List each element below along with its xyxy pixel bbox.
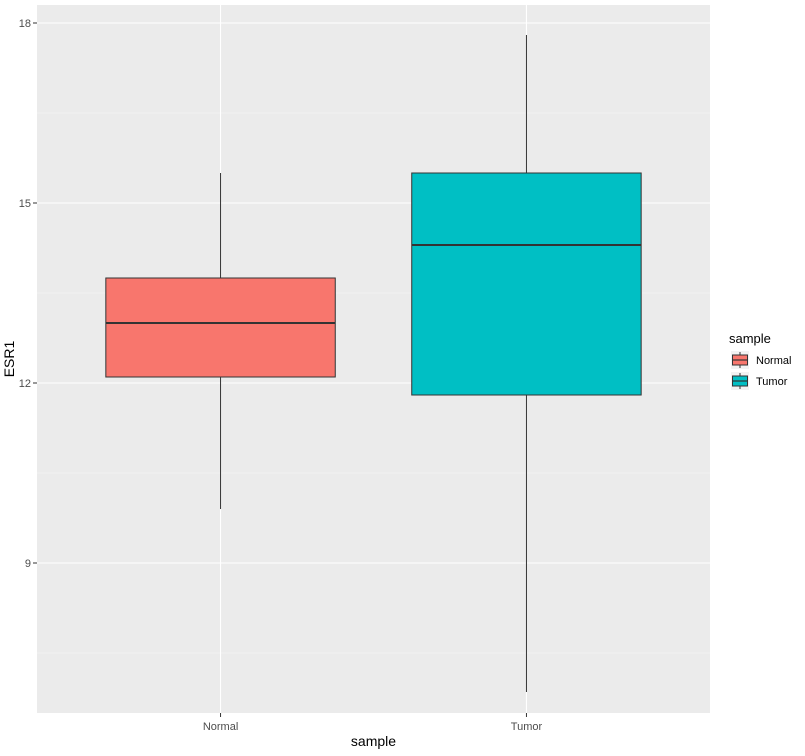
- box-normal: [105, 173, 336, 509]
- y-tick-label: 18: [19, 18, 31, 30]
- y-tick-label: 15: [19, 198, 31, 210]
- x-tick-label: Tumor: [511, 721, 543, 733]
- y-tick-label: 12: [19, 378, 31, 390]
- legend-key-tumor: Tumor: [731, 372, 788, 390]
- legend-label-normal: Normal: [756, 355, 791, 367]
- legend-title: sample: [729, 331, 771, 346]
- y-axis-title: ESR1: [1, 341, 17, 378]
- y-axis: 9 12 15 18: [19, 18, 37, 570]
- legend: sample Normal Tumor: [729, 331, 791, 390]
- x-tick-label: Normal: [203, 721, 238, 733]
- legend-key-normal: Normal: [731, 351, 791, 369]
- legend-keys: Normal Tumor: [731, 351, 791, 390]
- x-axis-title: sample: [351, 733, 396, 749]
- box-iqr: [411, 172, 642, 396]
- boxes: [105, 35, 642, 692]
- box-iqr: [105, 277, 336, 378]
- legend-label-tumor: Tumor: [756, 376, 788, 388]
- box-tumor: [411, 35, 642, 692]
- x-axis: Normal Tumor: [203, 713, 543, 733]
- y-tick-label: 9: [25, 558, 31, 570]
